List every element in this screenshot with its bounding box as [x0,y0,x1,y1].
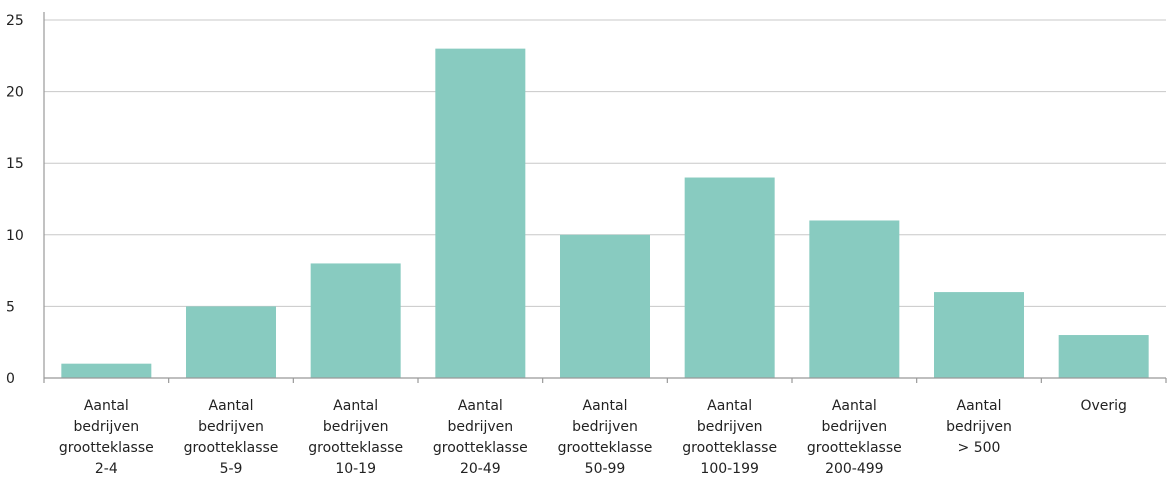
axes [43,12,1167,383]
x-category-label: Aantal bedrijven grootteklasse 50-99 [558,398,653,477]
x-category-label-line: 100-199 [700,461,759,477]
x-category-label: Aantal bedrijven grootteklasse 200-499 [807,398,902,477]
y-tick-label: 0 [6,371,15,387]
x-category-label-line: Aantal [583,398,628,414]
bar-1 [61,363,152,378]
x-category-label-line: bedrijven [946,419,1012,435]
x-category-label-line: Aantal [333,398,378,414]
x-category-label-line: 2-4 [95,461,118,477]
bar-7 [809,220,900,378]
y-tick-label: 20 [6,85,24,101]
bar-6 [684,177,775,378]
y-tick-label: 15 [6,156,24,172]
x-category-label-line: 20-49 [460,461,501,477]
y-tick-labels: 0 5 10 15 20 25 [6,13,24,387]
bar-4 [435,48,526,378]
x-category-label-line: grootteklasse [682,440,777,456]
bar-2 [186,306,276,378]
bar-9 [1058,335,1149,378]
y-tick-label: 5 [6,299,15,315]
x-category-label-line: grootteklasse [558,440,653,456]
x-category-label-line: bedrijven [323,419,389,435]
x-category-label-line: Aantal [707,398,752,414]
x-category-label-line: grootteklasse [308,440,403,456]
x-category-label-line: Aantal [209,398,254,414]
x-category-label-line: 5-9 [220,461,243,477]
x-category-label: Aantal bedrijven grootteklasse 5-9 [184,398,279,477]
bar-5 [560,234,650,378]
y-tick-label: 25 [6,13,24,29]
x-category-label: Aantal bedrijven grootteklasse 10-19 [308,398,403,477]
x-category-label-line: bedrijven [447,419,513,435]
x-category-label-line: bedrijven [697,419,763,435]
x-category-label-line: bedrijven [821,419,887,435]
x-category-label-line: grootteklasse [59,440,154,456]
x-category-label-line: bedrijven [73,419,139,435]
bars [61,48,1149,378]
x-category-label: Overig [1080,398,1126,414]
x-category-label: Aantal bedrijven grootteklasse 100-199 [682,398,777,477]
x-category-label-line: 50-99 [585,461,626,477]
x-category-label: Aantal bedrijven grootteklasse 20-49 [433,398,528,477]
x-category-label: Aantal bedrijven > 500 [946,398,1012,456]
x-category-label-line: Aantal [832,398,877,414]
x-category-label-line: 200-499 [825,461,884,477]
x-category-label-line: grootteklasse [807,440,902,456]
x-category-label: Aantal bedrijven grootteklasse 2-4 [59,398,154,477]
x-category-label-line: bedrijven [572,419,638,435]
x-category-label-line: grootteklasse [433,440,528,456]
x-category-label-line: Overig [1080,398,1126,414]
x-category-label-line: grootteklasse [184,440,279,456]
x-category-labels: Aantal bedrijven grootteklasse 2-4 Aantal bed… [59,398,1127,477]
bar-8 [934,292,1024,378]
x-category-label-line: 10-19 [335,461,376,477]
x-category-label-line: > 500 [958,440,1001,456]
x-category-label-line: Aantal [957,398,1002,414]
x-category-label-line: bedrijven [198,419,264,435]
x-category-label-line: Aantal [84,398,129,414]
x-category-label-line: Aantal [458,398,503,414]
y-tick-label: 10 [6,228,24,244]
bar-3 [310,263,401,378]
